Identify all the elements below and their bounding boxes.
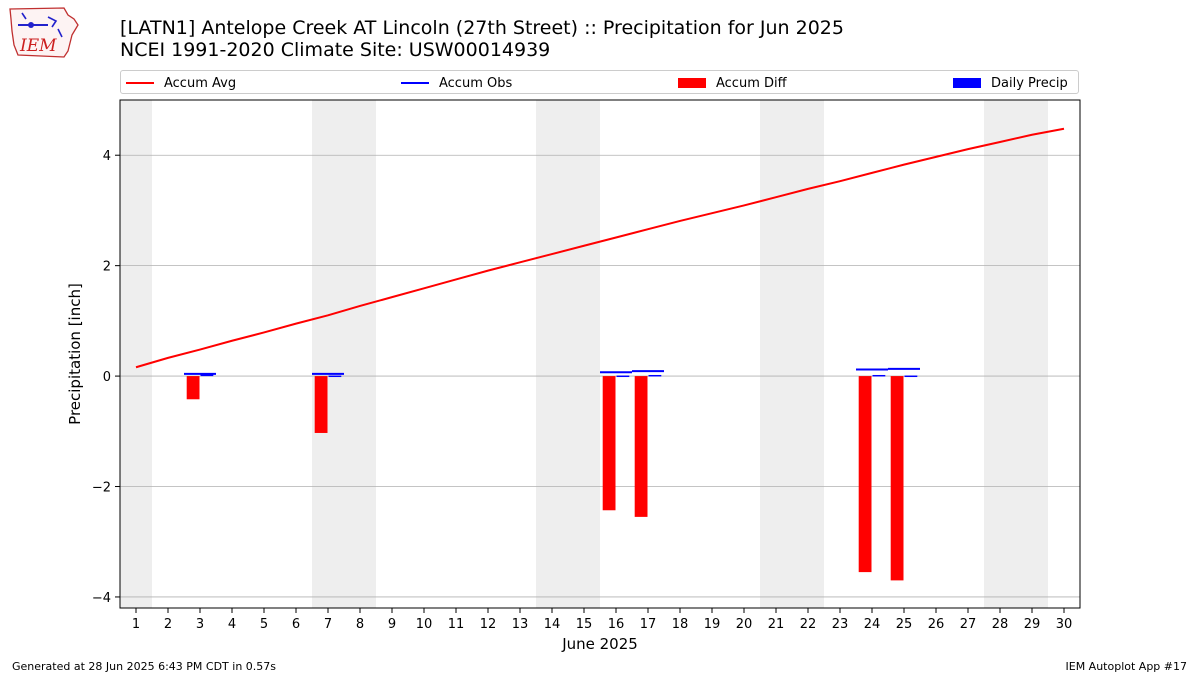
x-tick-label: 2 (164, 617, 172, 632)
y-tick-label: 2 (103, 260, 111, 275)
daily-precip-bar (904, 375, 918, 378)
line-marks (135, 127, 1065, 375)
daily-precip-bar (616, 375, 630, 378)
x-tick-label: 27 (960, 617, 977, 632)
y-axis-ticks: −4 −2 0 2 4 (92, 149, 120, 606)
chart-title: [LATN1] Antelope Creek AT Lincoln (27th … (120, 17, 844, 39)
accum-diff-bar (890, 376, 904, 581)
x-tick-label: 7 (324, 617, 332, 632)
legend-entry-accum-obs: Accum Obs (401, 74, 512, 92)
x-tick-label: 3 (196, 617, 204, 632)
legend-swatch-accum-obs (401, 82, 429, 84)
x-tick-label: 21 (768, 617, 785, 632)
weekend-shade-band (984, 100, 1016, 608)
accum-diff-bar (602, 376, 616, 511)
weekend-shade-band (344, 100, 376, 608)
daily-precip-bar (648, 374, 662, 377)
x-tick-label: 24 (864, 617, 881, 632)
x-tick-label: 18 (672, 617, 689, 632)
footer-app: IEM Autoplot App #17 (1065, 660, 1188, 673)
daily-precip-bar (872, 374, 886, 377)
x-tick-label: 12 (480, 617, 497, 632)
daily-precip-bar (200, 373, 214, 377)
weekend-shade-band (120, 100, 152, 608)
x-tick-label: 25 (896, 617, 913, 632)
weekend-shading (120, 100, 1048, 608)
x-tick-label: 28 (992, 617, 1009, 632)
footer-generated: Generated at 28 Jun 2025 6:43 PM CDT in … (12, 660, 277, 673)
x-tick-label: 29 (1024, 617, 1041, 632)
weekend-shade-band (1016, 100, 1048, 608)
x-tick-label: 9 (388, 617, 396, 632)
accum-diff-bar (186, 376, 200, 400)
iowa-state-outline-icon (9, 7, 79, 58)
legend-label-accum-avg: Accum Avg (164, 75, 237, 91)
legend-swatch-accum-diff (678, 78, 706, 88)
x-axis-label: June 2025 (561, 635, 638, 653)
x-tick-label: 22 (800, 617, 817, 632)
weekend-shade-band (760, 100, 792, 608)
daily-precip-bar (328, 375, 342, 378)
x-axis-ticks: 1 2 3 4 5 6 7 8 9 10 11 12 13 14 15 16 17 18 19 20 21 22 23 24 2… (132, 608, 1072, 632)
weekend-shade-band (312, 100, 344, 608)
bar-marks (186, 373, 918, 581)
accum-diff-bar (634, 376, 648, 517)
accum-diff-bar (314, 376, 328, 433)
accum-diff-bar (858, 376, 872, 573)
legend-swatch-accum-avg (126, 82, 154, 84)
x-tick-label: 16 (608, 617, 625, 632)
weekend-shade-band (792, 100, 824, 608)
x-tick-label: 4 (228, 617, 236, 632)
x-tick-label: 13 (512, 617, 529, 632)
x-tick-label: 30 (1056, 617, 1073, 632)
legend-entry-accum-diff: Accum Diff (678, 74, 787, 92)
legend-label-accum-diff: Accum Diff (716, 75, 787, 91)
x-tick-label: 15 (576, 617, 593, 632)
x-tick-label: 6 (292, 617, 300, 632)
x-tick-label: 10 (416, 617, 433, 632)
y-tick-label: 0 (103, 370, 111, 385)
legend-entry-accum-avg: Accum Avg (126, 74, 236, 92)
legend-swatch-daily-precip (953, 78, 981, 88)
grid-lines (120, 154, 1080, 598)
y-tick-label: −4 (92, 591, 111, 606)
x-tick-label: 26 (928, 617, 945, 632)
legend-label-accum-obs: Accum Obs (439, 75, 513, 91)
iem-logo: IEM (9, 7, 79, 58)
weekend-shade-band (568, 100, 600, 608)
x-tick-label: 5 (260, 617, 268, 632)
y-tick-label: −2 (92, 481, 111, 496)
chart-legend: Accum Avg Accum Obs Accum Diff Daily Pre… (120, 70, 1079, 94)
y-axis-label: Precipitation [inch] (66, 283, 84, 425)
y-tick-label: 4 (103, 149, 111, 164)
x-tick-label: 1 (132, 617, 140, 632)
plot-frame (119, 99, 1081, 609)
weekend-shade-band (536, 100, 568, 608)
x-tick-label: 23 (832, 617, 849, 632)
x-tick-label: 20 (736, 617, 753, 632)
logo-text: IEM (19, 36, 57, 56)
x-tick-label: 19 (704, 617, 721, 632)
legend-label-daily-precip: Daily Precip (991, 75, 1068, 91)
chart-subtitle: NCEI 1991-2020 Climate Site: USW00014939 (120, 39, 551, 61)
x-tick-label: 11 (448, 617, 465, 632)
x-tick-label: 14 (544, 617, 561, 632)
x-tick-label: 17 (640, 617, 657, 632)
x-tick-label: 8 (356, 617, 364, 632)
legend-entry-daily-precip: Daily Precip (953, 74, 1068, 92)
accum-avg-line (135, 127, 1065, 369)
